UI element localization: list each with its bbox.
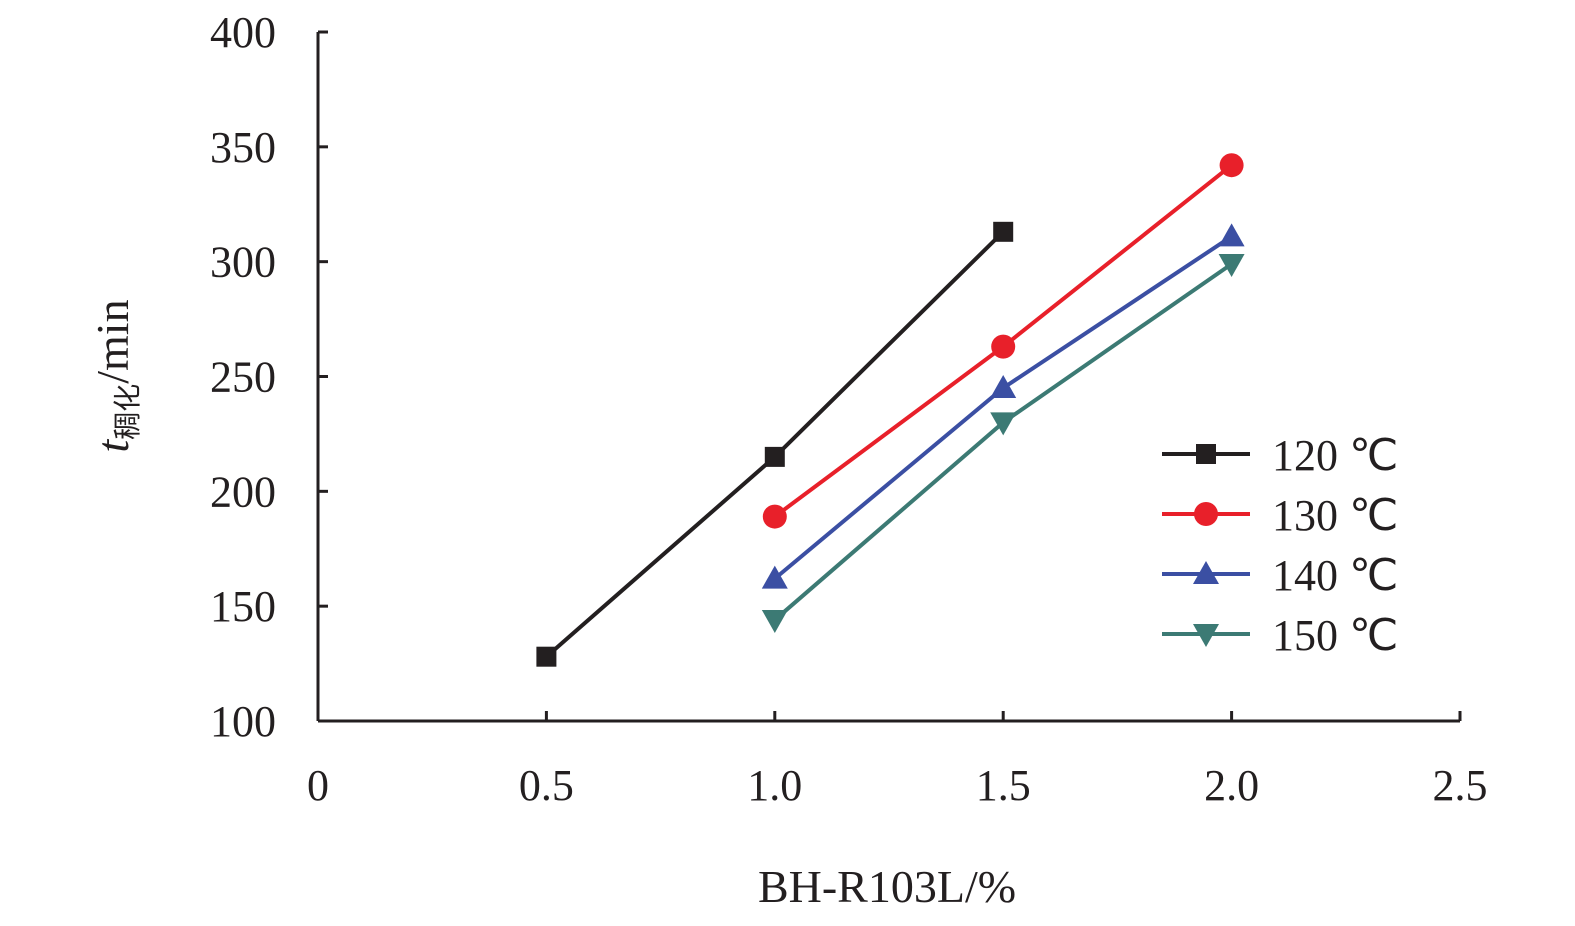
x-tick-label-1-0: 1.0: [747, 761, 802, 810]
y-tick-label-200: 200: [210, 467, 276, 516]
series-150-C-line: [773, 262, 1233, 622]
x-tick-label-0: 0: [307, 761, 329, 810]
legend: 120 ℃ 130 ℃ 140 ℃ 150 ℃: [1162, 431, 1398, 660]
x-tick-label-1-5: 1.5: [976, 761, 1031, 810]
series-140-C-point-3: [1218, 223, 1245, 247]
legend-item-150-C: 150 ℃: [1162, 611, 1398, 660]
legend-item-150-C-marker: [1193, 624, 1219, 647]
y-axis-symbol: t: [87, 439, 138, 453]
series-140-C-point-2: [990, 374, 1017, 398]
y-tick-label-350: 350: [210, 123, 276, 172]
series-140-C-point-1: [761, 565, 788, 589]
legend-item-120-C-label: 120 ℃: [1272, 431, 1398, 480]
series-130-C: [762, 153, 1244, 529]
series-130-C-point-1: [762, 504, 787, 529]
y-ticks: 100 150 200 250 300 350 400: [210, 8, 328, 746]
legend-item-140-C: 140 ℃: [1162, 551, 1398, 600]
series-120-C-point-2: [764, 446, 785, 467]
series-150-C: [761, 253, 1245, 633]
x-axis-title: BH-R103L/%: [758, 861, 1016, 912]
series-130-C-point-3: [1219, 153, 1244, 178]
legend-item-130-C-label: 130 ℃: [1272, 491, 1398, 540]
series-150-C-point-1: [761, 609, 788, 633]
x-tick-label-2-0: 2.0: [1204, 761, 1259, 810]
series-120-C-point-3: [993, 221, 1014, 242]
legend-item-120-C: 120 ℃: [1162, 431, 1398, 480]
legend-item-130-C-marker: [1194, 502, 1218, 526]
series-140-C: [761, 223, 1245, 589]
series-140-C-line: [773, 234, 1233, 581]
y-axis-subscript: 稠化: [112, 384, 144, 440]
legend-item-130-C: 130 ℃: [1162, 491, 1398, 540]
series-layer: [536, 153, 1245, 667]
series-150-C-point-2: [990, 412, 1017, 436]
legend-item-150-C-label: 150 ℃: [1272, 611, 1398, 660]
x-tick-label-2-5: 2.5: [1433, 761, 1488, 810]
legend-item-140-C-label: 140 ℃: [1272, 551, 1398, 600]
legend-item-120-C-marker: [1196, 444, 1216, 464]
series-120-C-point-1: [536, 646, 557, 667]
y-tick-label-150: 150: [210, 582, 276, 631]
series-150-C-point-3: [1218, 253, 1245, 277]
y-tick-label-400: 400: [210, 8, 276, 57]
y-tick-label-100: 100: [210, 697, 276, 746]
x-ticks: 0 0.5 1.0 1.5 2.0 2.5: [307, 711, 1488, 810]
y-tick-label-250: 250: [210, 353, 276, 402]
y-tick-label-300: 300: [210, 238, 276, 287]
y-axis-title: t稠化/min: [87, 299, 144, 452]
legend-item-140-C-marker: [1193, 561, 1219, 584]
series-130-C-point-2: [991, 334, 1016, 359]
series-120-C: [536, 221, 1014, 667]
y-axis-unit: /min: [87, 299, 138, 383]
x-tick-label-0-5: 0.5: [519, 761, 574, 810]
